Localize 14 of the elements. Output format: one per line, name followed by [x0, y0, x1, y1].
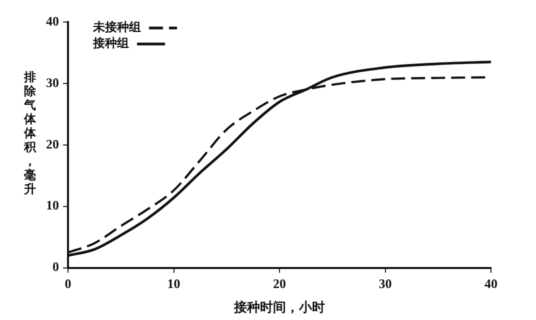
x-tick-label: 20 [273, 276, 286, 291]
legend-label: 未接种组 [92, 20, 141, 34]
y-tick-label: 10 [46, 198, 59, 213]
x-axis-title: 接种时间，小时 [233, 300, 325, 316]
text: 排除气体体积，毫升 [24, 70, 36, 196]
y-tick-label: 40 [46, 13, 59, 28]
y-tick-label: 30 [46, 74, 59, 90]
x-tick-label: 10 [167, 276, 180, 291]
y-tick-label: 0 [52, 259, 59, 274]
legend-label: 接种组 [92, 36, 129, 50]
x-tick-label: 30 [378, 276, 392, 291]
x-tick-label: 40 [484, 276, 498, 291]
y-tick-label: 20 [46, 136, 59, 152]
x-tick-label: 0 [64, 276, 72, 291]
